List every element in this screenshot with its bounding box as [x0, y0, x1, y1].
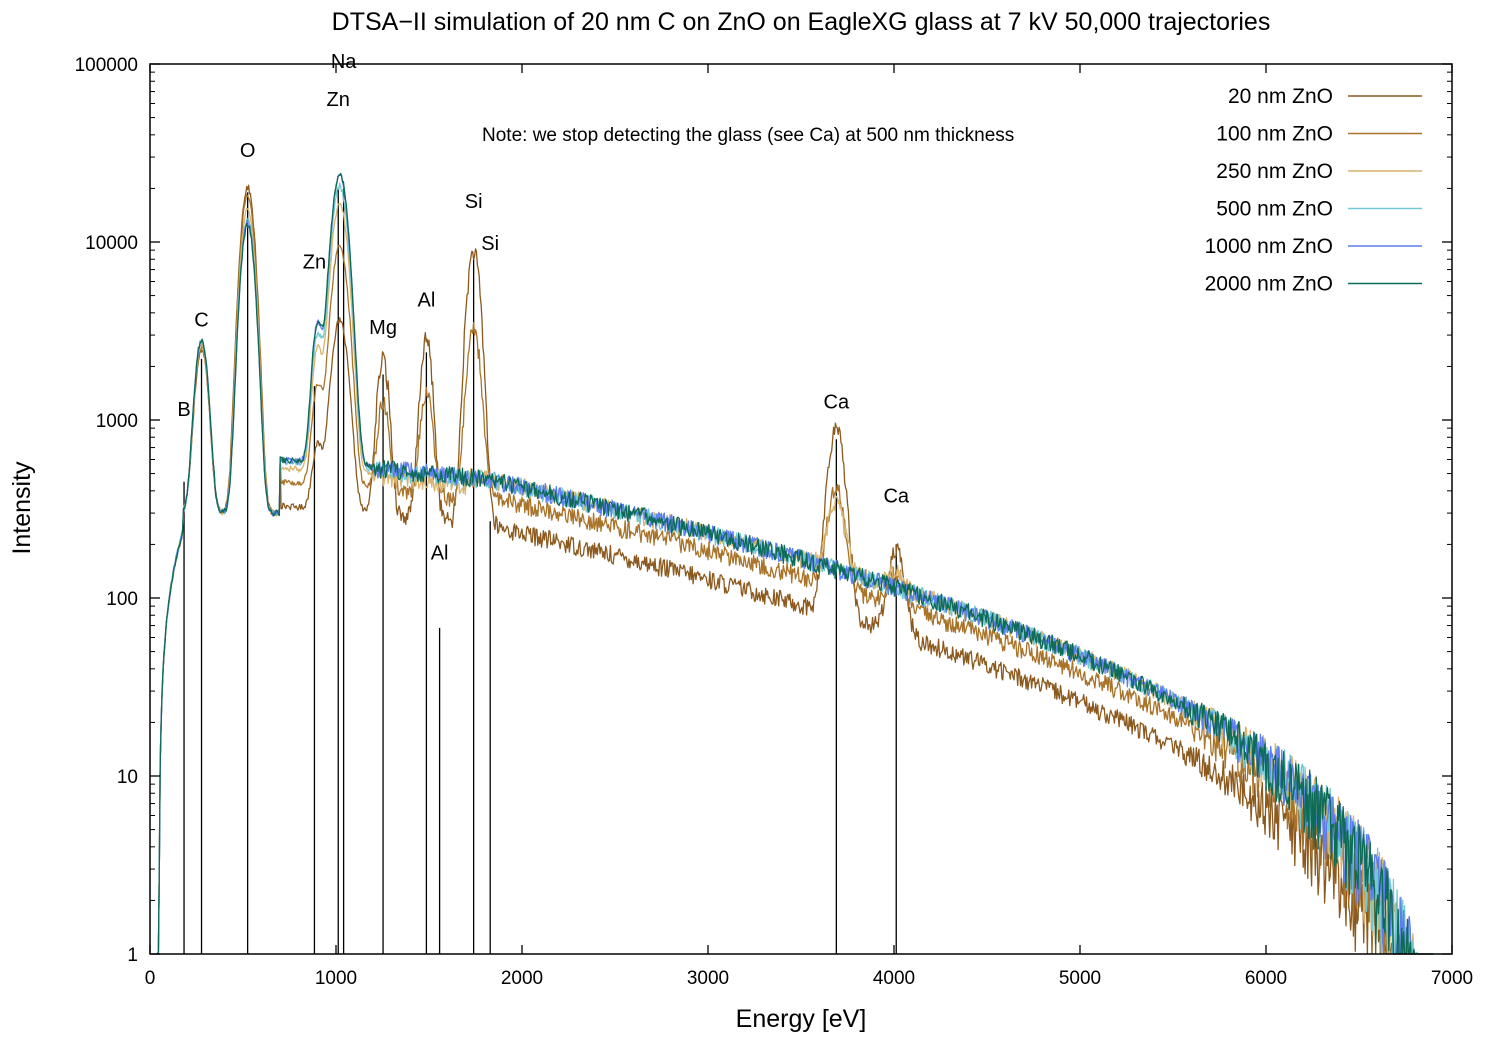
legend-label: 100 nm ZnO — [1216, 123, 1333, 146]
x-tick-label: 0 — [145, 968, 156, 989]
y-tick-label: 100000 — [75, 55, 138, 76]
peak-label: Al — [417, 289, 435, 311]
axes: 0 1000 2000 3000 4000 5000 6000 7000 1 10 100 1000 1… — [75, 55, 1474, 989]
series-lines — [156, 172, 1434, 955]
peak-label: Ca — [824, 392, 850, 414]
x-axis-label: Energy [eV] — [736, 1005, 867, 1033]
y-tick-label: 1 — [127, 945, 138, 966]
series-line — [157, 182, 1434, 955]
legend-label: 250 nm ZnO — [1216, 160, 1333, 183]
x-tick-label: 3000 — [687, 968, 729, 989]
peak-label: Ca — [883, 485, 909, 507]
y-tick-label: 1000 — [96, 411, 138, 432]
x-tick-label: 2000 — [501, 968, 543, 989]
y-tick-label: 10000 — [85, 233, 138, 254]
chart-title: DTSA−II simulation of 20 nm C on ZnO on … — [332, 8, 1271, 36]
peak-labels: B C O Na Zn Zn Mg Al Al Si Si Ca Ca — [177, 51, 910, 564]
x-tick-label: 6000 — [1245, 968, 1287, 989]
peak-label: Mg — [369, 317, 397, 339]
y-axis-label: Intensity — [8, 461, 36, 555]
series-line — [156, 193, 1434, 955]
legend-label: 1000 nm ZnO — [1205, 235, 1333, 258]
legend-label: 500 nm ZnO — [1216, 198, 1333, 221]
x-tick-label: 1000 — [315, 968, 357, 989]
peak-label: Zn — [327, 89, 350, 111]
peak-label: B — [177, 399, 190, 421]
y-tick-label: 10 — [117, 767, 138, 788]
peak-label: Na — [331, 51, 357, 73]
x-tick-label: 7000 — [1431, 968, 1473, 989]
peak-label: O — [240, 140, 256, 162]
peak-label: Zn — [303, 251, 326, 273]
note-annotation: Note: we stop detecting the glass (see C… — [482, 125, 1014, 146]
plot-frame — [149, 63, 1453, 955]
x-tick-label: 4000 — [873, 968, 915, 989]
legend-label: 2000 nm ZnO — [1205, 273, 1333, 296]
peak-label: Si — [465, 191, 483, 213]
peak-lines — [183, 188, 897, 954]
y-tick-label: 100 — [106, 589, 138, 610]
peak-label: C — [194, 310, 208, 332]
x-tick-label: 5000 — [1059, 968, 1101, 989]
legend: 20 nm ZnO 100 nm ZnO 250 nm ZnO 500 nm ZnO 1… — [1205, 85, 1422, 296]
series-line — [156, 172, 1434, 955]
legend-label: 20 nm ZnO — [1228, 85, 1333, 108]
series-line — [156, 184, 1434, 955]
peak-label: Al — [431, 542, 449, 564]
peak-label: Si — [481, 233, 499, 255]
